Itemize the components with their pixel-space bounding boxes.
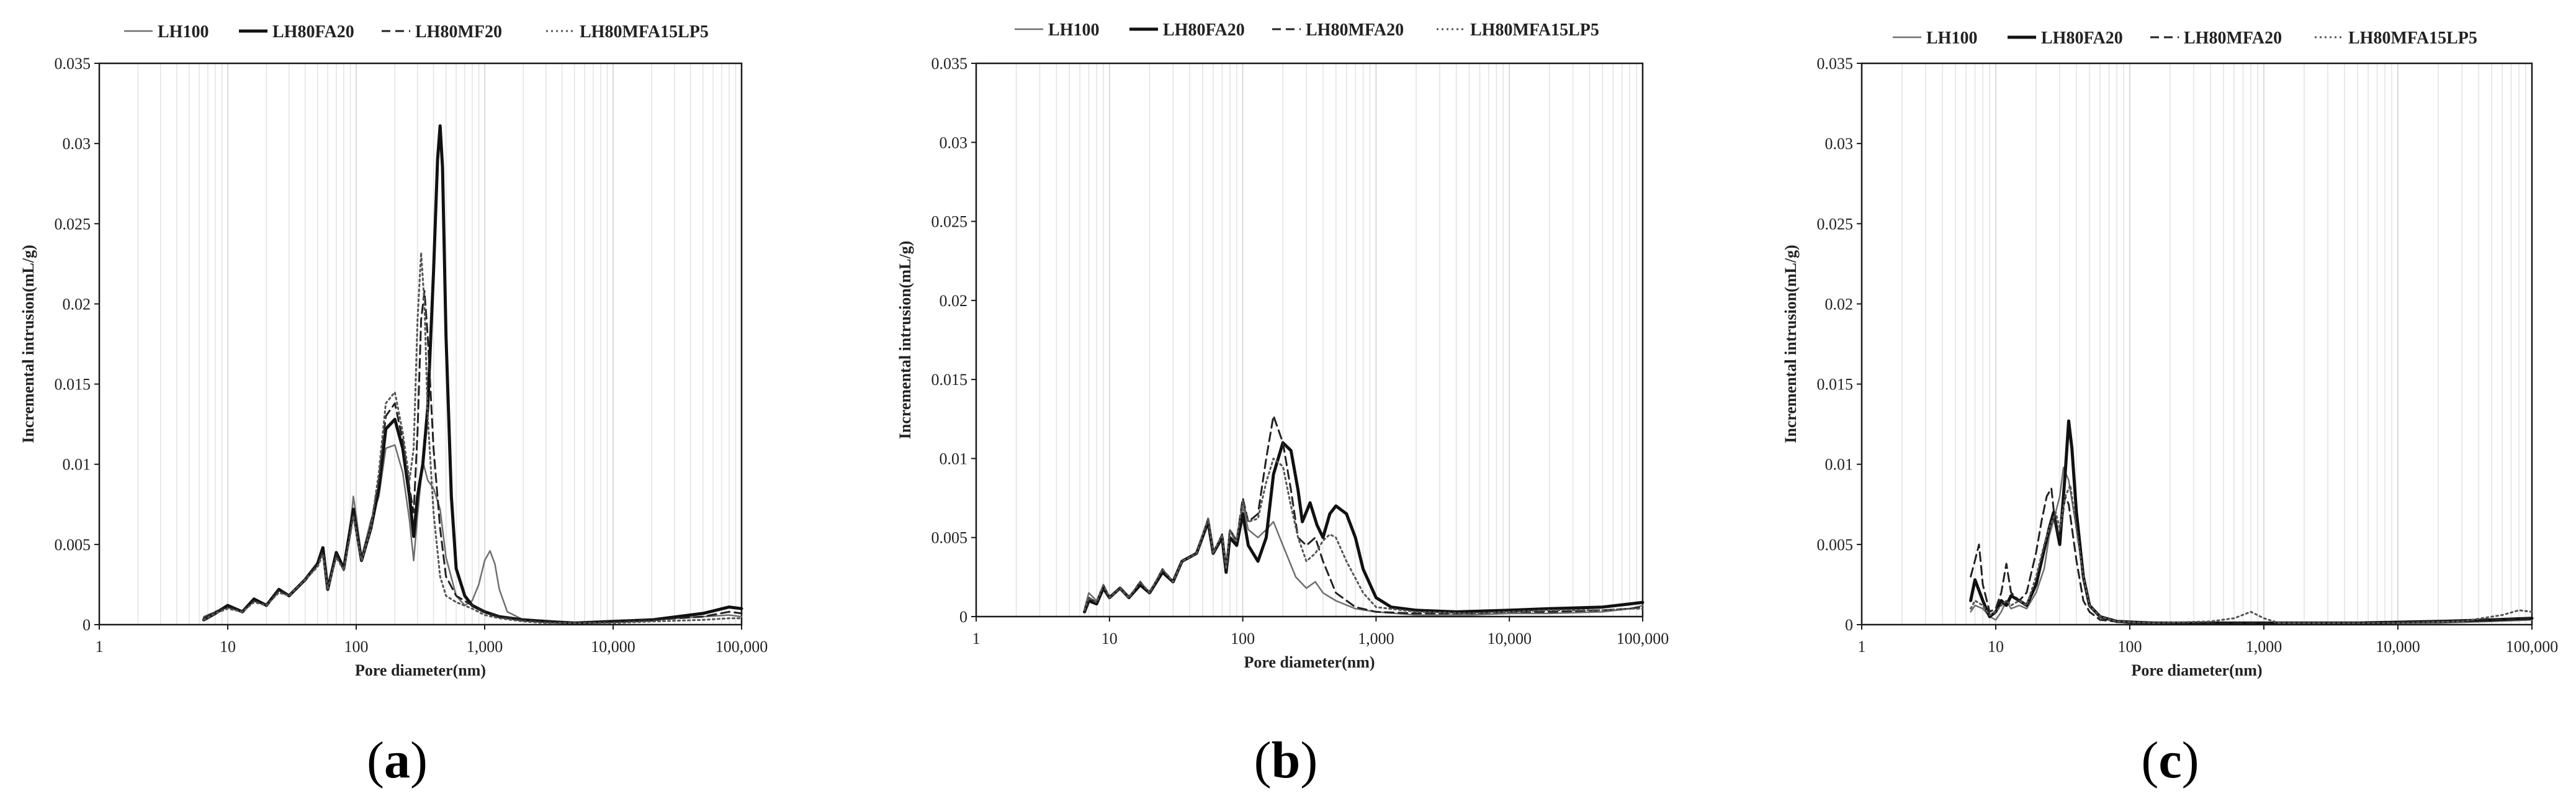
legend-label: LH80MFA15LP5 (1470, 20, 1599, 40)
x-tick-label: 1 (96, 638, 104, 656)
panel-label-close-paren: ) (410, 731, 428, 789)
legend-label: LH100 (1048, 20, 1099, 40)
chart-panel-a: 0 0.005 0.01 0.015 0.02 0.025 0.03 0.035 1 10 100 1… (19, 22, 768, 789)
x-tick-label: 10 (1988, 638, 2004, 656)
gridlines (1015, 63, 1637, 617)
x-axis-title: Pore diameter(nm) (2131, 661, 2262, 679)
y-tick-label: 0.015 (931, 371, 968, 389)
legend: LH100 LH80FA20 LH80MF20 LH80MFA15LP5 (124, 22, 709, 42)
legend: LH100 LH80FA20 LH80MFA20 LH80MFA15LP5 (1893, 29, 2477, 48)
x-tick-label: 1,000 (1358, 630, 1394, 648)
legend-label: LH80MFA20 (1306, 20, 1404, 40)
chart-panel-b: 0 0.005 0.01 0.015 0.02 0.025 0.03 0.035 1 10 100 1… (896, 20, 1669, 789)
y-tick-label: 0.03 (940, 134, 968, 152)
y-tick-label: 0.01 (63, 456, 91, 474)
chart-panel-c: 0 0.005 0.01 0.015 0.02 0.025 0.03 0.035 1 10 100 1… (1782, 29, 2558, 789)
y-tick-label: 0 (83, 616, 91, 634)
panel-label-open-paren: ( (1254, 731, 1272, 789)
x-tick-label: 100,000 (1617, 630, 1669, 648)
legend-label: LH80FA20 (2041, 29, 2123, 48)
panel-label-letter: a (384, 731, 410, 789)
y-tick-label: 0 (1845, 616, 1853, 634)
x-tick-label: 1 (972, 630, 981, 648)
y-tick-label: 0.01 (940, 450, 968, 468)
y-tick-label: 0.015 (55, 376, 91, 394)
y-tick-label: 0.01 (1825, 456, 1854, 474)
y-axis-title: Incremental intrusion(mL/g) (19, 245, 37, 443)
y-tick-label: 0.03 (1825, 135, 1854, 153)
y-axis-title: Incremental intrusion(mL/g) (1782, 245, 1800, 443)
y-tick-label: 0.005 (55, 536, 91, 554)
x-tick-label: 10,000 (1487, 630, 1532, 648)
y-tick-label: 0.025 (931, 213, 968, 231)
legend-label: LH80FA20 (272, 22, 354, 42)
y-tick-label: 0 (959, 608, 967, 626)
plot-frame (98, 62, 743, 626)
panel-label-open-paren: ( (2141, 731, 2158, 789)
x-tick-label: 100 (344, 638, 369, 656)
x-tick-label: 1 (1858, 638, 1866, 656)
x-tick-label: 10 (220, 638, 236, 656)
x-tick-label: 100,000 (2506, 638, 2559, 656)
panel-label-open-paren: ( (367, 731, 384, 789)
legend-label: LH80MFA15LP5 (2348, 29, 2477, 48)
legend-label: LH80FA20 (1163, 20, 1245, 40)
y-axis-title: Incremental intrusion(mL/g) (896, 241, 914, 439)
y-tick-label: 0.035 (931, 55, 968, 73)
x-tick-label: 1,000 (467, 638, 503, 656)
legend-label: LH80MF20 (415, 22, 502, 42)
panel-label-close-paren: ) (2182, 731, 2199, 789)
y-tick-label: 0.02 (940, 292, 968, 310)
x-tick-label: 100 (2118, 638, 2142, 656)
x-tick-label: 10,000 (591, 638, 635, 656)
series-line-lh80fa20 (1969, 419, 2534, 625)
series-line-lh80fa20 (1083, 441, 1645, 613)
series-line-lh80mfa15lp5 (1084, 457, 1644, 615)
y-tick-label: 0.02 (63, 295, 91, 313)
x-tick-label: 100 (1231, 630, 1255, 648)
x-tick-label: 10,000 (2376, 638, 2420, 656)
legend-label: LH100 (1926, 29, 1977, 48)
x-axis-title: Pore diameter(nm) (355, 661, 486, 679)
y-tick-label: 0.03 (63, 135, 91, 153)
legend-label: LH100 (158, 22, 209, 42)
y-tick-label: 0.015 (1817, 376, 1854, 394)
x-tick-label: 100,000 (716, 638, 768, 656)
panel-label: (b) (1254, 731, 1318, 789)
gridlines (137, 63, 737, 625)
y-tick-label: 0.025 (1817, 215, 1854, 233)
series-line-lh80mf20 (202, 290, 743, 624)
legend: LH100 LH80FA20 LH80MFA20 LH80MFA15LP5 (1015, 20, 1599, 40)
panel-label: (c) (2141, 731, 2199, 789)
y-tick-label: 0.025 (55, 215, 91, 233)
legend-label: LH80MFA20 (2184, 29, 2282, 48)
legend-label: LH80MFA15LP5 (580, 22, 709, 42)
y-tick-label: 0.005 (1817, 536, 1854, 554)
plot-frame (975, 62, 1644, 618)
panel-label: (a) (367, 731, 428, 789)
series-line-lh80mfa15lp5 (1970, 484, 2533, 624)
x-tick-label: 1,000 (2246, 638, 2282, 656)
gridlines (1901, 63, 2526, 625)
x-axis-title: Pore diameter(nm) (1244, 653, 1375, 671)
y-tick-label: 0.035 (55, 55, 91, 73)
panel-label-letter: b (1272, 731, 1301, 789)
series-line-lh80mfa20 (1970, 487, 2533, 624)
series-line-lh80mfa15lp5 (202, 251, 743, 624)
panel-label-letter: c (2158, 731, 2181, 789)
y-tick-label: 0.005 (931, 529, 968, 547)
y-tick-label: 0.02 (1825, 295, 1854, 313)
plot-frame (1860, 62, 2533, 626)
panel-label-close-paren: ) (1300, 731, 1317, 789)
y-tick-label: 0.035 (1817, 55, 1854, 73)
x-tick-label: 10 (1102, 630, 1118, 648)
